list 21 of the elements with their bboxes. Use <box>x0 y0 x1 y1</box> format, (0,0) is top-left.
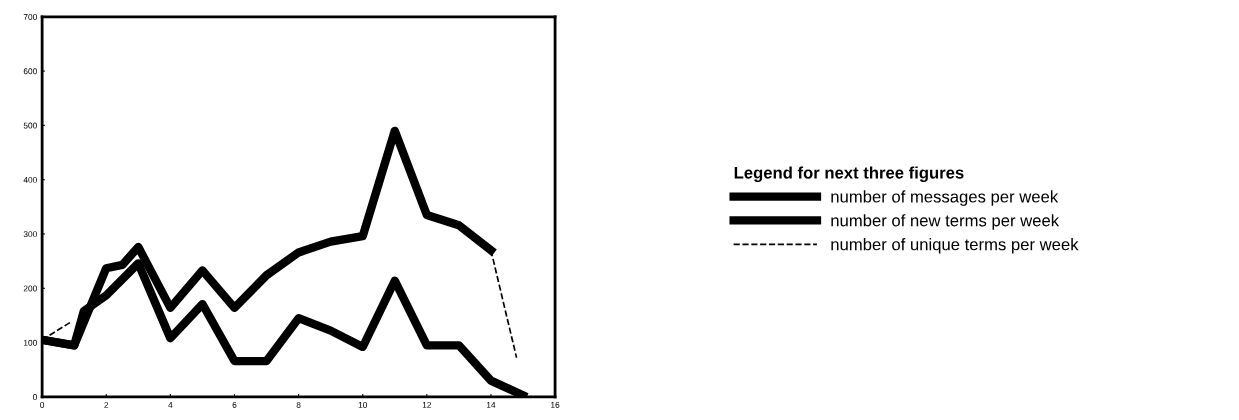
x-tick-label: 12 <box>422 401 432 408</box>
legend-label: number of new terms per week <box>831 214 1060 230</box>
legend-title: Legend for next three figures <box>734 166 964 182</box>
y-tick-label: 100 <box>24 339 37 346</box>
y-tick-label: 200 <box>23 285 37 292</box>
x-tick-label: 8 <box>296 401 301 408</box>
x-tick-label: 0 <box>40 401 45 408</box>
y-tick-label: 0 <box>32 394 37 400</box>
x-tick-label: 14 <box>486 402 496 408</box>
legend-label: number of messages per week <box>831 190 1059 206</box>
y-tick-label: 300 <box>23 231 37 238</box>
legend-label: number of unique terms per week <box>831 238 1079 254</box>
x-tick-label: 4 <box>168 402 173 408</box>
x-tick-label: 10 <box>358 401 368 408</box>
y-tick-label: 500 <box>23 122 37 129</box>
x-tick-label: 16 <box>551 401 560 408</box>
y-tick-label: 700 <box>23 14 37 20</box>
x-tick-label: 6 <box>232 401 237 408</box>
y-tick-label: 400 <box>23 176 37 183</box>
y-tick-label: 600 <box>23 68 37 75</box>
x-tick-label: 2 <box>104 401 109 408</box>
